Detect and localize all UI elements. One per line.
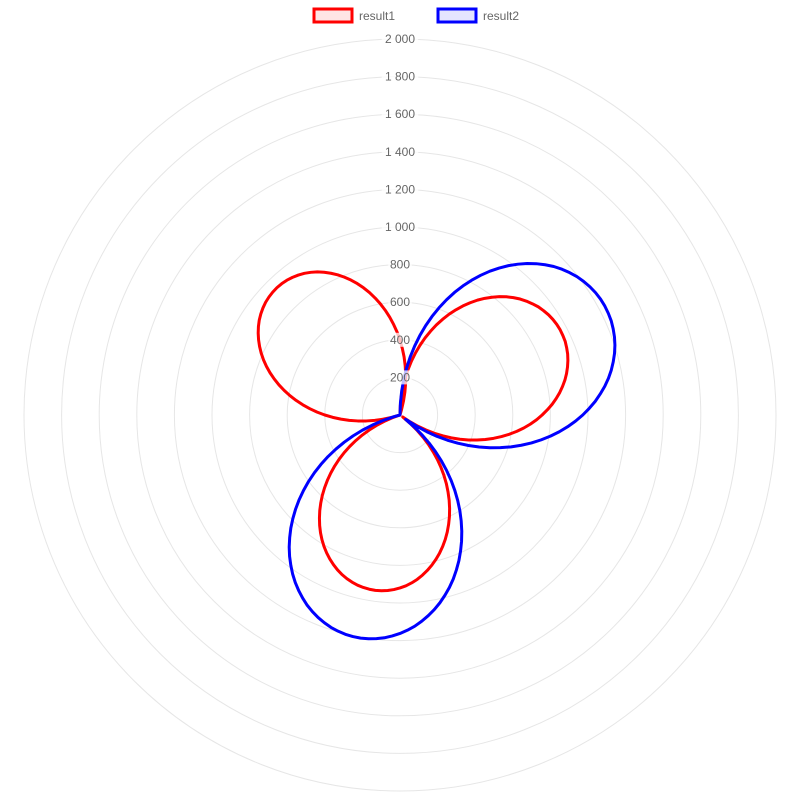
tick-label-group: 1 000	[381, 220, 419, 234]
tick-label-group: 1 600	[381, 107, 419, 122]
legend-item-result1[interactable]: result1	[312, 7, 395, 24]
tick-label-group: 1 400	[381, 144, 419, 159]
tick-label-group: 2 000	[381, 32, 419, 46]
tick-label-group: 200	[388, 370, 412, 385]
tick-label-group: 1 200	[381, 182, 419, 197]
legend-item-result2[interactable]: result2	[436, 7, 519, 24]
radial-tick-labels: 200 400 600 800 1 000 1 200 1 400 1 600 1 800 2 0…	[381, 32, 419, 385]
tick-label: 1 400	[385, 145, 415, 159]
tick-label-backdrop	[381, 69, 419, 84]
tick-label-backdrop	[381, 182, 419, 197]
tick-label: 1 000	[385, 220, 415, 234]
tick-label: 600	[390, 295, 410, 309]
tick-label: 2 000	[385, 32, 415, 46]
tick-label-backdrop	[388, 295, 412, 310]
tick-label: 1 600	[385, 107, 415, 121]
legend-swatch	[436, 7, 478, 24]
legend[interactable]: result1 result2	[312, 7, 519, 24]
series-layer	[256, 261, 617, 641]
tick-label: 800	[390, 258, 410, 272]
tick-label-backdrop	[388, 332, 412, 347]
tick-label-backdrop	[388, 370, 412, 385]
legend-label: result2	[483, 9, 519, 23]
legend-swatch	[312, 7, 354, 24]
legend-label: result1	[359, 9, 395, 23]
tick-label: 1 800	[385, 70, 415, 84]
tick-label-group: 400	[388, 332, 412, 347]
series-line-result2	[287, 261, 617, 641]
tick-label-backdrop	[381, 220, 419, 234]
tick-label-backdrop	[381, 107, 419, 122]
tick-label-backdrop	[381, 144, 419, 159]
tick-label-group: 800	[388, 257, 412, 272]
tick-label: 1 200	[385, 182, 415, 196]
tick-label-backdrop	[381, 32, 419, 46]
tick-label-backdrop	[388, 257, 412, 272]
tick-label-group: 1 800	[381, 69, 419, 84]
tick-label: 400	[390, 333, 410, 347]
series-line-result1	[256, 270, 570, 593]
tick-label: 200	[390, 370, 410, 384]
tick-label-group: 600	[388, 295, 412, 310]
